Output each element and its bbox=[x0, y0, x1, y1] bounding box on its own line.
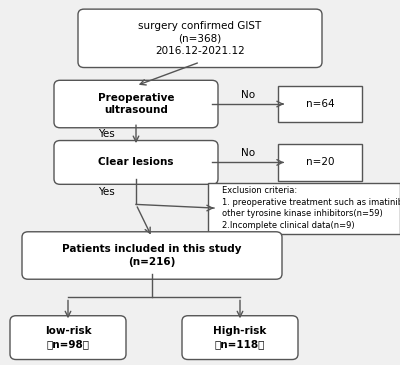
FancyBboxPatch shape bbox=[10, 316, 126, 360]
FancyBboxPatch shape bbox=[78, 9, 322, 68]
Text: Yes: Yes bbox=[98, 187, 114, 197]
Text: n=20: n=20 bbox=[306, 157, 334, 168]
FancyBboxPatch shape bbox=[278, 86, 362, 122]
Text: n=64: n=64 bbox=[306, 99, 334, 109]
Text: Patients included in this study
(n=216): Patients included in this study (n=216) bbox=[62, 244, 242, 267]
Text: low-risk
（n=98）: low-risk （n=98） bbox=[45, 326, 91, 349]
Text: Clear lesions: Clear lesions bbox=[98, 157, 174, 168]
FancyBboxPatch shape bbox=[54, 141, 218, 184]
Text: Exclusion criteria:
1. preoperative treatment such as imatinib or
other tyrosine: Exclusion criteria: 1. preoperative trea… bbox=[222, 187, 400, 230]
Text: surgery confirmed GIST
(n=368)
2016.12-2021.12: surgery confirmed GIST (n=368) 2016.12-2… bbox=[138, 20, 262, 56]
Text: Yes: Yes bbox=[98, 129, 114, 139]
Text: No: No bbox=[241, 90, 255, 100]
Text: Preoperative
ultrasound: Preoperative ultrasound bbox=[98, 93, 174, 115]
FancyBboxPatch shape bbox=[278, 144, 362, 181]
Text: No: No bbox=[241, 148, 255, 158]
FancyBboxPatch shape bbox=[54, 80, 218, 128]
FancyBboxPatch shape bbox=[22, 232, 282, 279]
Text: High-risk
（n=118）: High-risk （n=118） bbox=[213, 326, 267, 349]
FancyBboxPatch shape bbox=[182, 316, 298, 360]
FancyBboxPatch shape bbox=[208, 182, 400, 234]
